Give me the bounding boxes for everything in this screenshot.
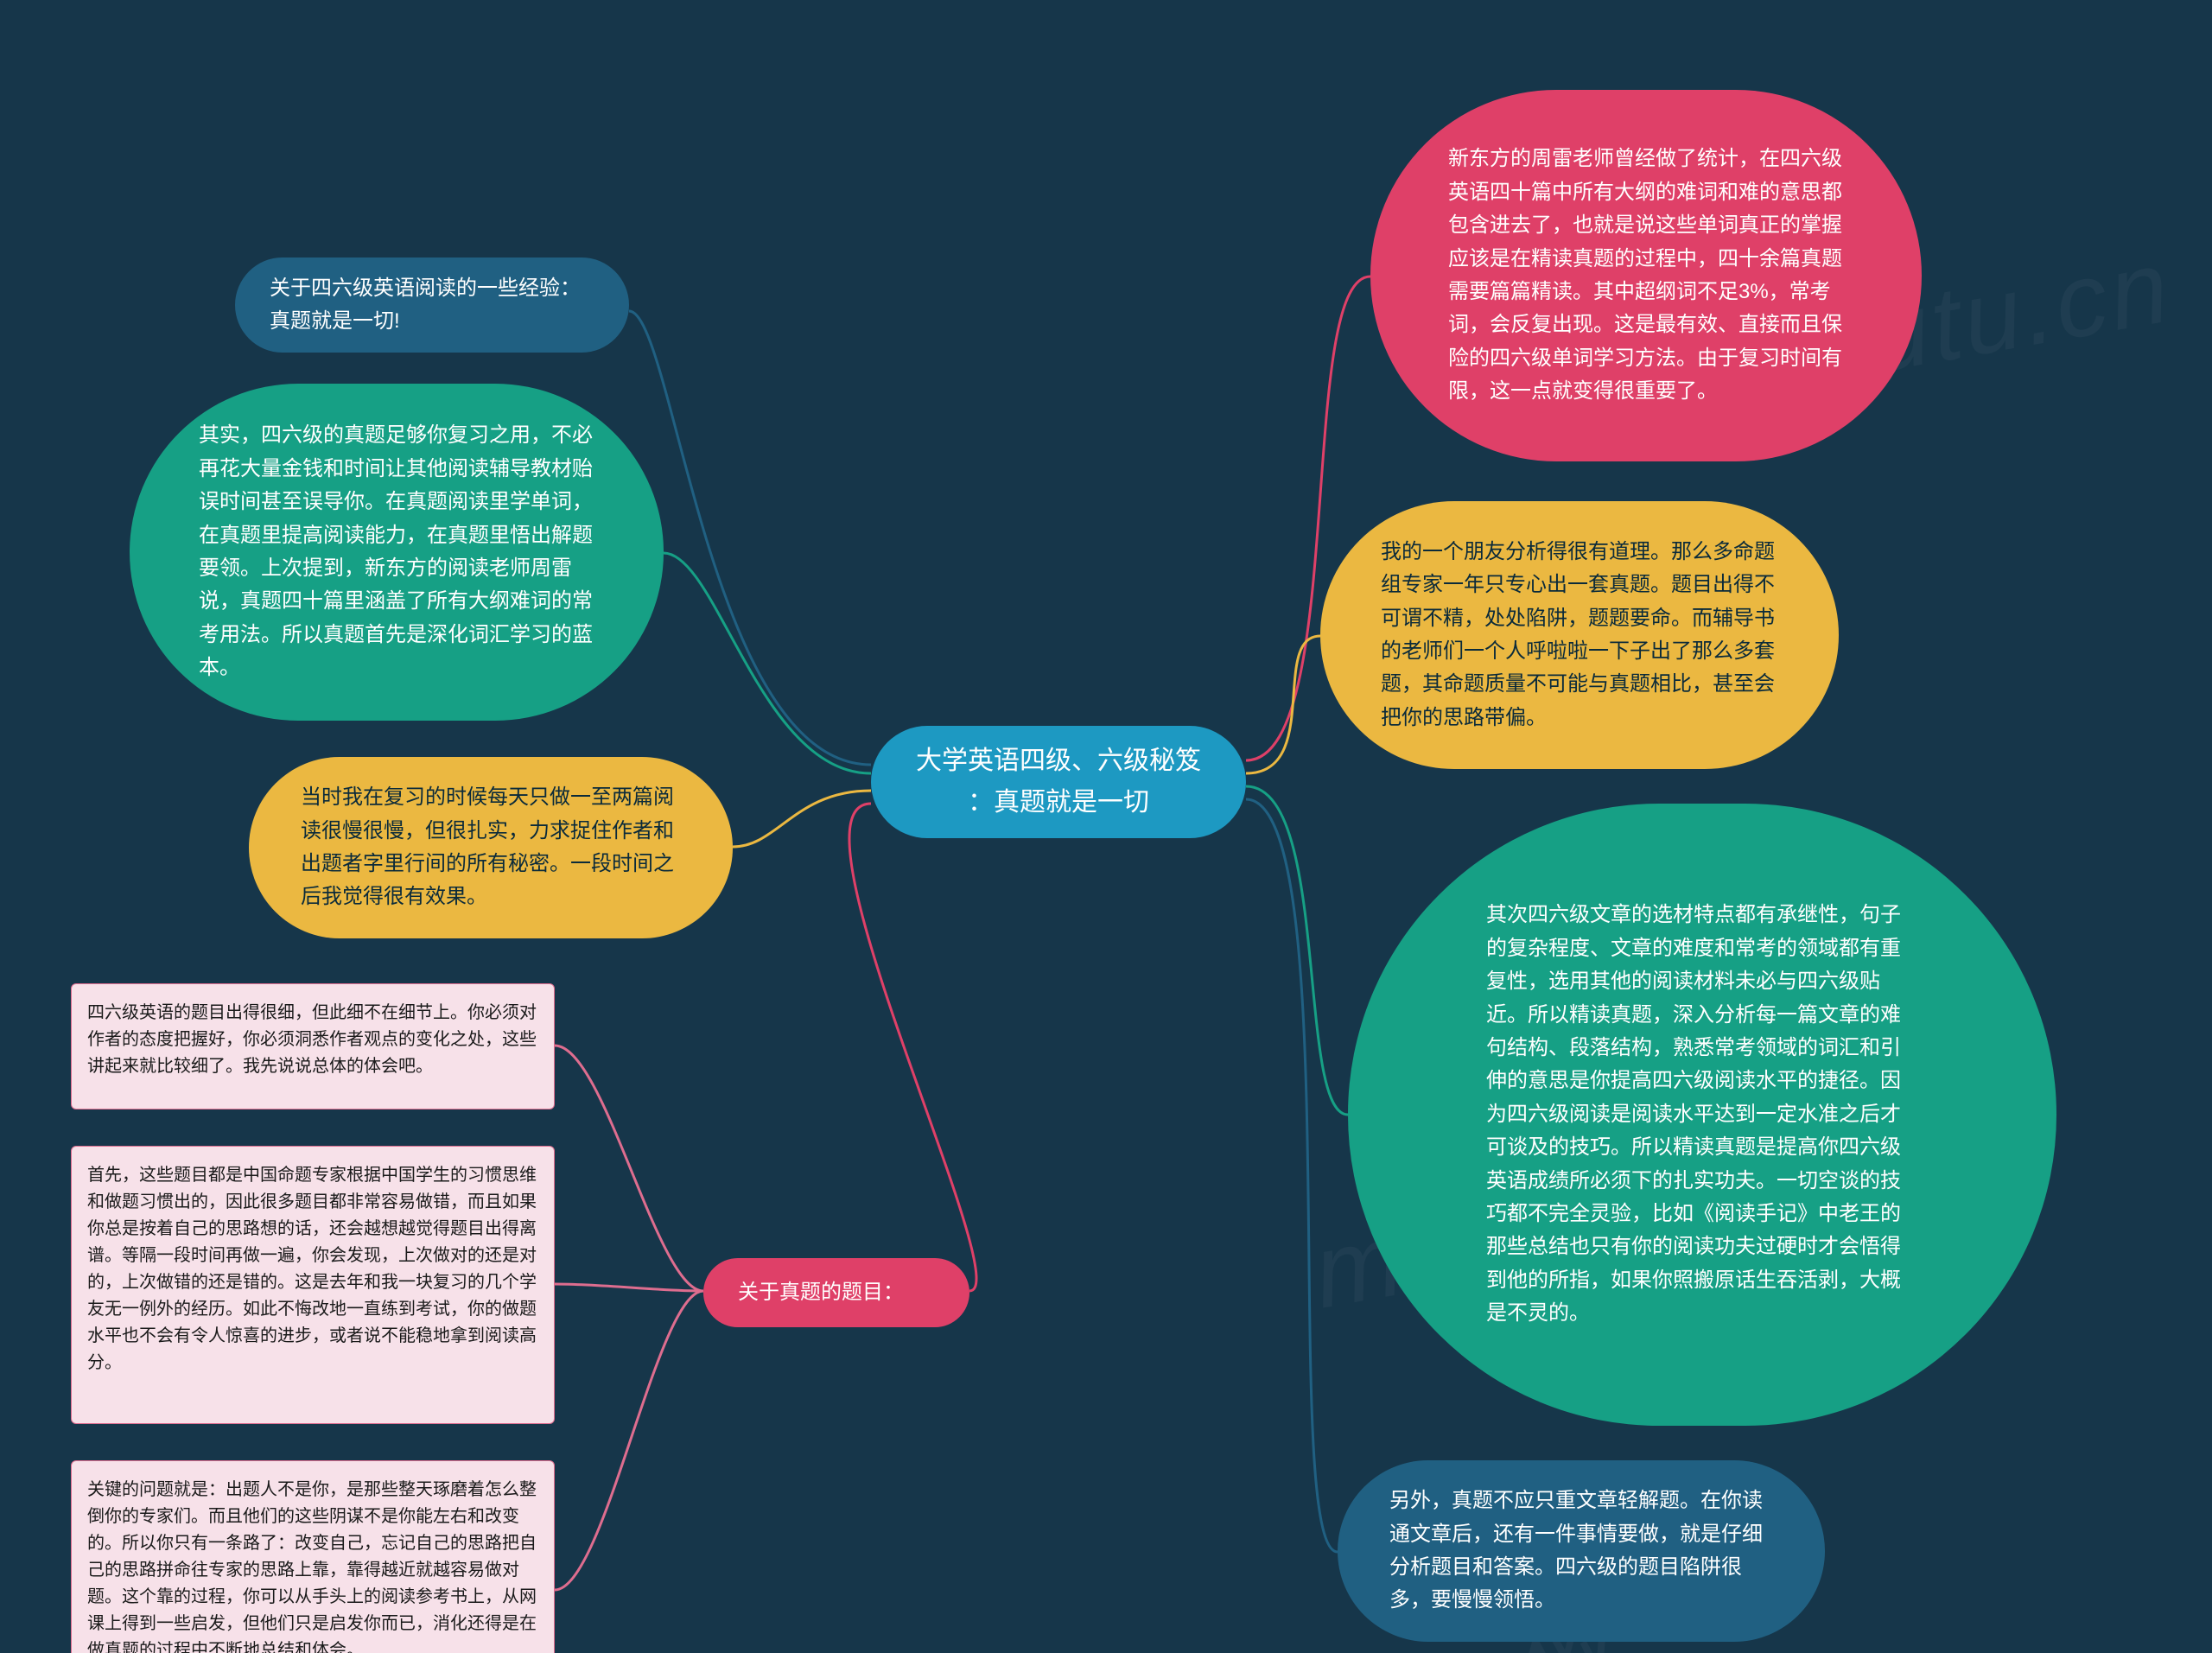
node-left1-text: 关于四六级英语阅读的一些经验： 真题就是一切! bbox=[270, 272, 594, 339]
subnode-s2-text: 首先，这些题目都是中国命题专家根据中国学生的习惯思维和做题习惯出的，因此很多题目… bbox=[87, 1162, 538, 1376]
connector bbox=[555, 1284, 703, 1291]
subnode-s2[interactable]: 首先，这些题目都是中国命题专家根据中国学生的习惯思维和做题习惯出的，因此很多题目… bbox=[71, 1146, 555, 1424]
node-right3[interactable]: 其次四六级文章的选材特点都有承继性，句子的复杂程度、文章的难度和常考的领域都有重… bbox=[1348, 804, 2056, 1426]
mindmap-canvas: mutu.cnmutu树大学英语四级、六级秘笈 ：真题就是一切关于四六级英语阅读… bbox=[0, 0, 2212, 1653]
connector bbox=[1246, 786, 1348, 1115]
node-left2[interactable]: 其实，四六级的真题足够你复习之用，不必再花大量金钱和时间让其他阅读辅导教材贻误时… bbox=[130, 384, 664, 721]
node-left2-text: 其实，四六级的真题足够你复习之用，不必再花大量金钱和时间让其他阅读辅导教材贻误时… bbox=[199, 419, 594, 684]
node-right3-text: 其次四六级文章的选材特点都有承继性，句子的复杂程度、文章的难度和常考的领域都有重… bbox=[1486, 899, 1918, 1330]
node-left1[interactable]: 关于四六级英语阅读的一些经验： 真题就是一切! bbox=[235, 257, 629, 353]
node-left4[interactable]: 关于真题的题目： bbox=[703, 1258, 969, 1327]
node-right2-text: 我的一个朋友分析得很有道理。那么多命题组专家一年只专心出一套真题。题目出得不可谓… bbox=[1381, 536, 1778, 734]
connector bbox=[629, 311, 871, 765]
node-right4-text: 另外，真题不应只重文章轻解题。在你读通文章后，还有一件事情要做，就是仔细分析题目… bbox=[1389, 1485, 1773, 1618]
connector bbox=[555, 1291, 703, 1590]
node-right4[interactable]: 另外，真题不应只重文章轻解题。在你读通文章后，还有一件事情要做，就是仔细分析题目… bbox=[1338, 1460, 1825, 1642]
connector bbox=[1246, 799, 1338, 1552]
node-left3[interactable]: 当时我在复习的时候每天只做一至两篇阅读很慢很慢，但很扎实，力求捉住作者和出题者字… bbox=[249, 757, 733, 938]
node-right2[interactable]: 我的一个朋友分析得很有道理。那么多命题组专家一年只专心出一套真题。题目出得不可谓… bbox=[1320, 501, 1839, 769]
connector bbox=[555, 1046, 703, 1291]
node-right1-text: 新东方的周雷老师曾经做了统计，在四六级英语四十篇中所有大纲的难词和难的意思都包含… bbox=[1448, 143, 1844, 408]
connector bbox=[849, 804, 976, 1291]
node-left3-text: 当时我在复习的时候每天只做一至两篇阅读很慢很慢，但很扎实，力求捉住作者和出题者字… bbox=[301, 781, 681, 914]
center-node-text: 大学英语四级、六级秘笈 ：真题就是一切 bbox=[897, 741, 1220, 823]
connector bbox=[1246, 636, 1320, 773]
connector bbox=[733, 791, 871, 847]
subnode-s3-text: 关键的问题就是：出题人不是你，是那些整天琢磨着怎么整倒你的专家们。而且他们的这些… bbox=[87, 1477, 538, 1653]
subnode-s1-text: 四六级英语的题目出得很细，但此细不在细节上。你必须对作者的态度把握好，你必须洞悉… bbox=[87, 1000, 538, 1080]
connector bbox=[664, 553, 871, 773]
center-node[interactable]: 大学英语四级、六级秘笈 ：真题就是一切 bbox=[871, 726, 1246, 838]
node-left4-text: 关于真题的题目： bbox=[738, 1276, 935, 1309]
subnode-s3[interactable]: 关键的问题就是：出题人不是你，是那些整天琢磨着怎么整倒你的专家们。而且他们的这些… bbox=[71, 1460, 555, 1653]
subnode-s1[interactable]: 四六级英语的题目出得很细，但此细不在细节上。你必须对作者的态度把握好，你必须洞悉… bbox=[71, 983, 555, 1109]
node-right1[interactable]: 新东方的周雷老师曾经做了统计，在四六级英语四十篇中所有大纲的难词和难的意思都包含… bbox=[1370, 90, 1922, 461]
